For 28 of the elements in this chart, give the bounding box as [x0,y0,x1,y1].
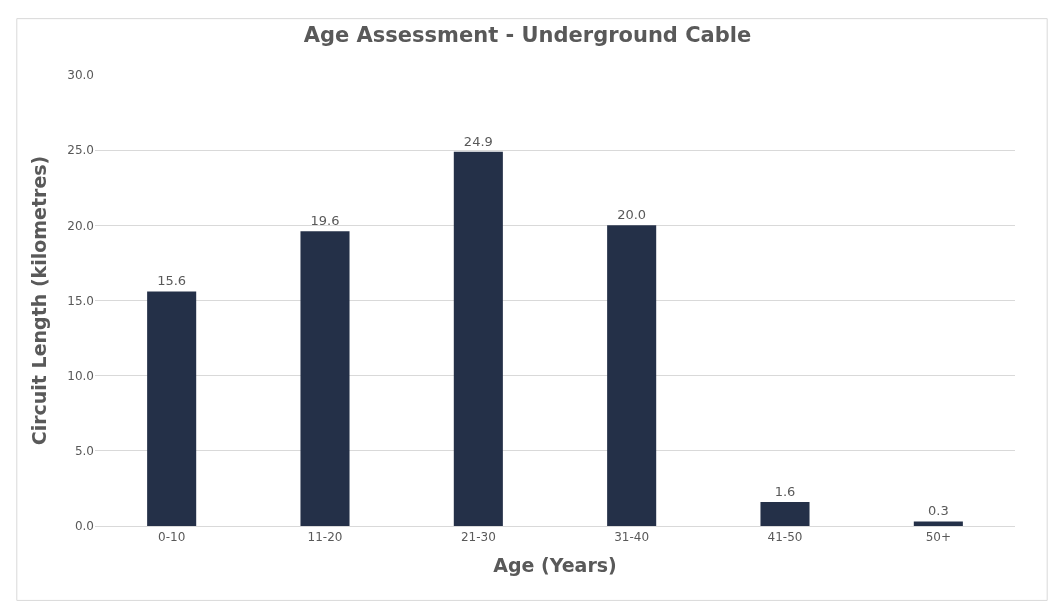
x-axis-title: Age (Years) [493,554,617,577]
chart-title: Age Assessment - Underground Cable [303,23,752,48]
data-label: 15.6 [157,273,187,289]
x-tick-label: 21-30 [460,530,496,545]
bar [453,151,503,526]
y-tick-label: 25.0 [67,143,94,158]
bar [607,225,657,526]
bar [760,501,810,526]
y-tick-label: 30.0 [67,68,94,83]
x-tick-label: 50+ [925,530,951,545]
x-tick-label: 41-50 [767,530,803,545]
y-tick-label: 5.0 [74,444,94,459]
x-tick-label: 31-40 [614,530,650,545]
x-tick-label: 11-20 [307,530,343,545]
bar [147,291,197,526]
data-label: 0.3 [927,503,949,519]
x-tick-label: 0-10 [158,530,186,545]
y-tick-label: 15.0 [67,293,94,308]
bar [300,231,350,526]
data-label: 24.9 [463,133,493,149]
data-label: 20.0 [617,207,647,223]
data-label: 19.6 [310,213,340,229]
y-tick-label: 20.0 [67,218,94,233]
y-tick-label: 10.0 [67,368,94,383]
y-tick-label: 0.0 [74,519,94,534]
y-axis-title: Circuit Length (kilometres) [28,155,51,446]
data-label: 1.6 [774,483,796,499]
bar [913,521,963,526]
